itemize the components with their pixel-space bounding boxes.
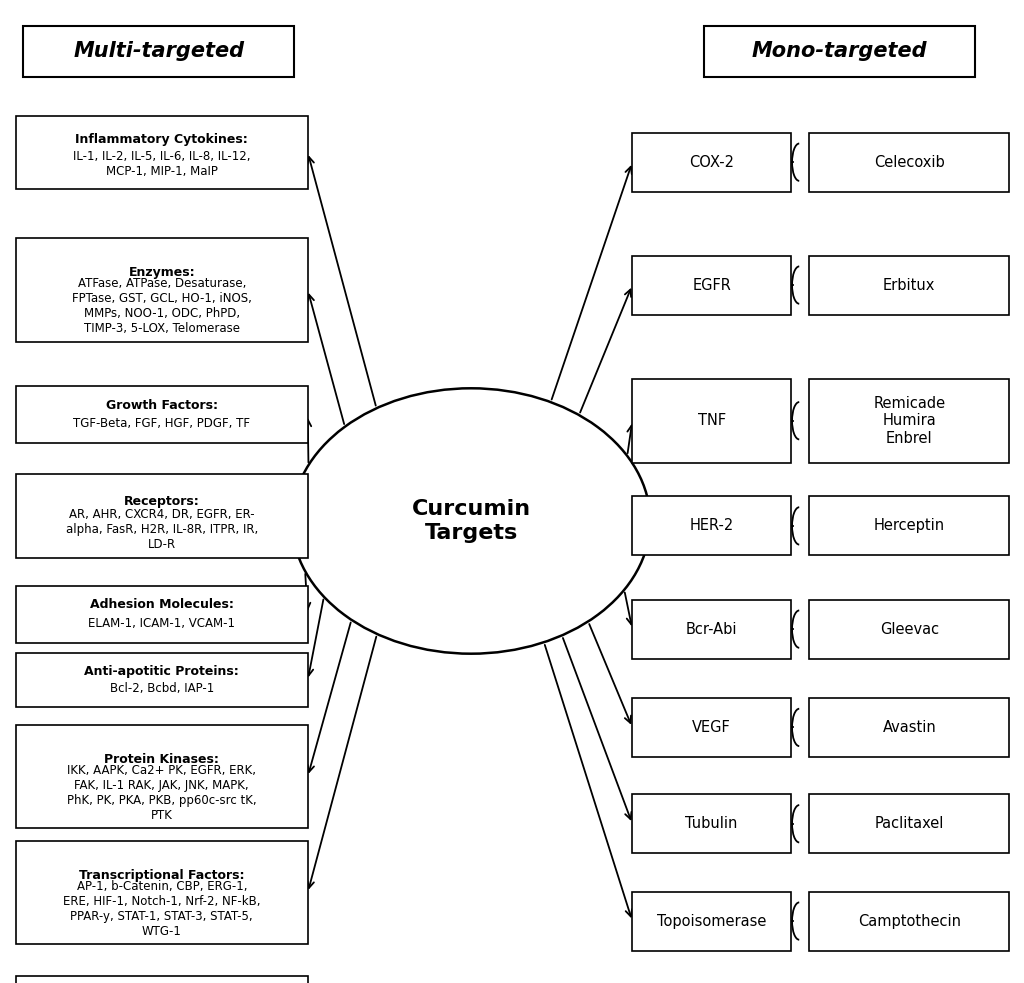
Text: IKK, AAPK, Ca2+ PK, EGFR, ERK,
FAK, IL-1 RAK, JAK, JNK, MAPK,
PhK, PK, PKA, PKB,: IKK, AAPK, Ca2+ PK, EGFR, ERK, FAK, IL-1… <box>67 764 257 822</box>
FancyBboxPatch shape <box>16 116 307 189</box>
FancyBboxPatch shape <box>16 239 307 342</box>
Text: Multi-targeted: Multi-targeted <box>73 41 245 61</box>
Text: AP-1, b-Catenin, CBP, ERG-1,
ERE, HIF-1, Notch-1, Nrf-2, NF-kB,
PPAR-y, STAT-1, : AP-1, b-Catenin, CBP, ERG-1, ERE, HIF-1,… <box>63 880 260 938</box>
FancyBboxPatch shape <box>809 600 1010 659</box>
Text: Gleevac: Gleevac <box>880 621 939 637</box>
FancyBboxPatch shape <box>16 841 307 944</box>
FancyBboxPatch shape <box>632 600 791 659</box>
Text: Inflammatory Cytokines:: Inflammatory Cytokines: <box>76 134 248 146</box>
FancyBboxPatch shape <box>632 133 791 192</box>
Text: Paclitaxel: Paclitaxel <box>874 816 944 832</box>
Text: Topoisomerase: Topoisomerase <box>657 913 766 929</box>
FancyBboxPatch shape <box>16 725 307 828</box>
FancyBboxPatch shape <box>632 794 791 853</box>
FancyBboxPatch shape <box>809 794 1010 853</box>
Text: Bcl-2, Bcbd, IAP-1: Bcl-2, Bcbd, IAP-1 <box>110 682 214 695</box>
Text: Protein Kinases:: Protein Kinases: <box>104 753 219 766</box>
Text: TGF-Beta, FGF, HGF, PDGF, TF: TGF-Beta, FGF, HGF, PDGF, TF <box>74 418 250 431</box>
Text: Herceptin: Herceptin <box>873 518 945 534</box>
FancyBboxPatch shape <box>16 475 307 558</box>
FancyBboxPatch shape <box>809 496 1010 555</box>
Text: Celecoxib: Celecoxib <box>873 154 945 170</box>
Text: AR, AHR, CXCR4, DR, EGFR, ER-
alpha, FasR, H2R, IL-8R, ITPR, IR,
LD-R: AR, AHR, CXCR4, DR, EGFR, ER- alpha, Fas… <box>66 508 258 550</box>
Text: Growth Factors:: Growth Factors: <box>105 399 218 412</box>
Text: Bcr-Abi: Bcr-Abi <box>686 621 737 637</box>
FancyBboxPatch shape <box>809 133 1010 192</box>
FancyBboxPatch shape <box>23 26 295 77</box>
Text: Enzymes:: Enzymes: <box>128 266 196 279</box>
FancyBboxPatch shape <box>632 379 791 463</box>
Text: COX-2: COX-2 <box>689 154 734 170</box>
Text: Camptothecin: Camptothecin <box>858 913 961 929</box>
FancyBboxPatch shape <box>809 256 1010 315</box>
Text: HER-2: HER-2 <box>689 518 734 534</box>
Text: ATFase, ATPase, Desaturase,
FPTase, GST, GCL, HO-1, iNOS,
MMPs, NOO-1, ODC, PhPD: ATFase, ATPase, Desaturase, FPTase, GST,… <box>72 277 252 335</box>
FancyBboxPatch shape <box>16 654 307 708</box>
FancyBboxPatch shape <box>632 892 791 951</box>
FancyBboxPatch shape <box>809 698 1010 757</box>
FancyBboxPatch shape <box>809 379 1010 463</box>
Text: Receptors:: Receptors: <box>124 495 200 508</box>
Text: VEGF: VEGF <box>692 720 731 735</box>
FancyBboxPatch shape <box>632 256 791 315</box>
FancyBboxPatch shape <box>809 892 1010 951</box>
FancyBboxPatch shape <box>16 386 307 443</box>
FancyBboxPatch shape <box>632 698 791 757</box>
FancyBboxPatch shape <box>705 26 975 77</box>
Text: Erbitux: Erbitux <box>883 277 936 293</box>
Text: Adhesion Molecules:: Adhesion Molecules: <box>90 599 233 611</box>
Text: Tubulin: Tubulin <box>685 816 738 832</box>
FancyBboxPatch shape <box>16 976 307 983</box>
Text: EGFR: EGFR <box>692 277 731 293</box>
Text: Anti-apotitic Proteins:: Anti-apotitic Proteins: <box>84 665 240 677</box>
Text: Transcriptional Factors:: Transcriptional Factors: <box>79 869 245 882</box>
Text: IL-1, IL-2, IL-5, IL-6, IL-8, IL-12,
MCP-1, MIP-1, MaIP: IL-1, IL-2, IL-5, IL-6, IL-8, IL-12, MCP… <box>73 150 251 178</box>
Text: TNF: TNF <box>697 413 726 429</box>
Text: Curcumin
Targets: Curcumin Targets <box>412 499 530 543</box>
Text: Mono-targeted: Mono-targeted <box>752 41 928 61</box>
Ellipse shape <box>292 388 650 654</box>
FancyBboxPatch shape <box>632 496 791 555</box>
Text: Remicade
Humira
Enbrel: Remicade Humira Enbrel <box>873 396 945 445</box>
FancyBboxPatch shape <box>16 586 307 643</box>
Text: ELAM-1, ICAM-1, VCAM-1: ELAM-1, ICAM-1, VCAM-1 <box>88 617 236 630</box>
Text: Avastin: Avastin <box>883 720 936 735</box>
